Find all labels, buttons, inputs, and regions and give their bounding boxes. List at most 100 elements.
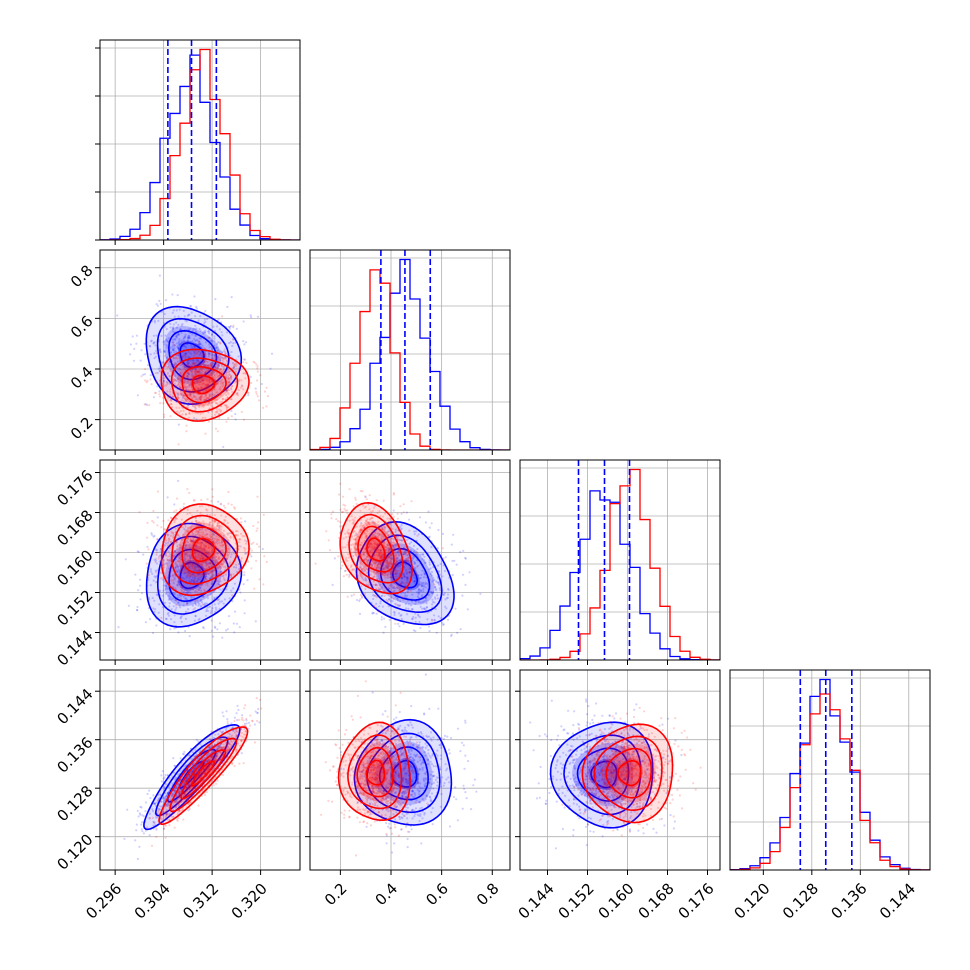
scatter-point — [179, 606, 182, 609]
scatter-point — [136, 809, 139, 813]
scatter-point — [184, 352, 187, 355]
scatter-point — [262, 583, 265, 586]
scatter-point — [167, 365, 170, 368]
scatter-point — [186, 375, 189, 378]
scatter-point — [193, 416, 196, 420]
scatter-point — [162, 379, 165, 382]
scatter-point — [213, 374, 216, 377]
scatter-point — [249, 375, 252, 378]
scatter-point — [163, 350, 166, 353]
scatter-point — [204, 370, 207, 373]
scatter-point — [139, 598, 142, 601]
scatter-point — [172, 309, 175, 312]
scatter-point — [219, 600, 222, 603]
scatter-point — [190, 346, 193, 349]
scatter-point — [164, 365, 167, 368]
scatter-point — [201, 573, 204, 576]
scatter-point — [228, 381, 231, 384]
scatter-point — [210, 582, 214, 585]
scatter-point — [250, 555, 253, 558]
scatter-point — [229, 398, 232, 401]
scatter-point — [198, 529, 201, 532]
scatter-point — [176, 380, 179, 383]
scatter-point — [196, 388, 199, 391]
histogram-panel-2 — [309, 249, 511, 455]
scatter-point — [188, 555, 191, 558]
scatter-point — [365, 498, 368, 501]
scatter-point — [182, 381, 185, 384]
scatter-point — [227, 325, 230, 329]
scatter-point — [190, 311, 193, 314]
scatter-point — [193, 577, 196, 580]
scatter-point — [265, 386, 268, 389]
scatter-point — [229, 325, 232, 328]
scatter-point — [194, 346, 197, 349]
scatter-point — [240, 379, 243, 382]
scatter-point — [174, 350, 178, 353]
scatter-point — [176, 360, 179, 363]
scatter-point — [144, 621, 147, 624]
scatter-point — [182, 394, 185, 397]
scatter-point — [196, 352, 199, 355]
scatter-point — [184, 352, 187, 356]
scatter-point — [146, 521, 149, 525]
scatter-point — [402, 622, 405, 626]
scatter-point — [148, 404, 151, 407]
scatter-point — [150, 533, 154, 536]
scatter-point — [216, 430, 219, 433]
scatter-point — [227, 406, 230, 409]
scatter-point — [206, 396, 209, 400]
scatter-point — [192, 359, 195, 362]
scatter-point — [176, 393, 179, 396]
scatter-point — [173, 510, 176, 513]
scatter-point — [177, 343, 180, 346]
scatter-point — [243, 573, 246, 577]
scatter-point — [135, 342, 138, 345]
scatter-point — [144, 353, 147, 356]
scatter-point — [202, 331, 205, 334]
scatter-point — [196, 339, 199, 342]
scatter-point — [191, 540, 194, 543]
scatter-point — [242, 583, 245, 586]
scatter-point — [177, 333, 180, 336]
scatter-point — [433, 583, 436, 586]
scatter-point — [194, 607, 197, 610]
scatter-point — [154, 569, 157, 572]
scatter-point — [184, 386, 187, 389]
scatter-point — [250, 567, 253, 570]
scatter-point — [205, 608, 208, 611]
scatter-point — [177, 347, 180, 351]
scatter-point — [158, 274, 161, 277]
scatter-point — [149, 353, 152, 356]
scatter-point — [368, 494, 371, 497]
scatter-point — [140, 806, 143, 809]
scatter-point — [216, 391, 219, 394]
scatter-point — [182, 394, 185, 397]
scatter-point — [256, 379, 259, 382]
scatter-point — [219, 401, 222, 404]
scatter-point — [234, 412, 237, 416]
scatter-point — [177, 323, 180, 326]
scatter-point — [163, 343, 166, 346]
scatter-point — [201, 386, 204, 389]
scatter-point — [188, 412, 191, 415]
scatter-point — [410, 500, 413, 503]
scatter-point — [215, 407, 218, 410]
scatter-point — [177, 341, 180, 344]
scatter-point — [149, 374, 152, 377]
scatter-point — [174, 374, 177, 377]
scatter-point — [184, 333, 187, 336]
scatter-point — [206, 498, 209, 501]
scatter-point — [176, 583, 179, 587]
scatter-point — [191, 403, 194, 406]
scatter-point — [207, 387, 211, 391]
scatter-point — [195, 361, 198, 364]
scatter-point — [207, 420, 211, 423]
scatter-point — [155, 381, 158, 384]
scatter-point — [239, 517, 242, 520]
scatter-point — [218, 374, 222, 377]
scatter-point — [173, 357, 176, 360]
scatter-point — [183, 365, 186, 368]
scatter-point — [199, 398, 203, 401]
scatter-point — [382, 631, 385, 634]
